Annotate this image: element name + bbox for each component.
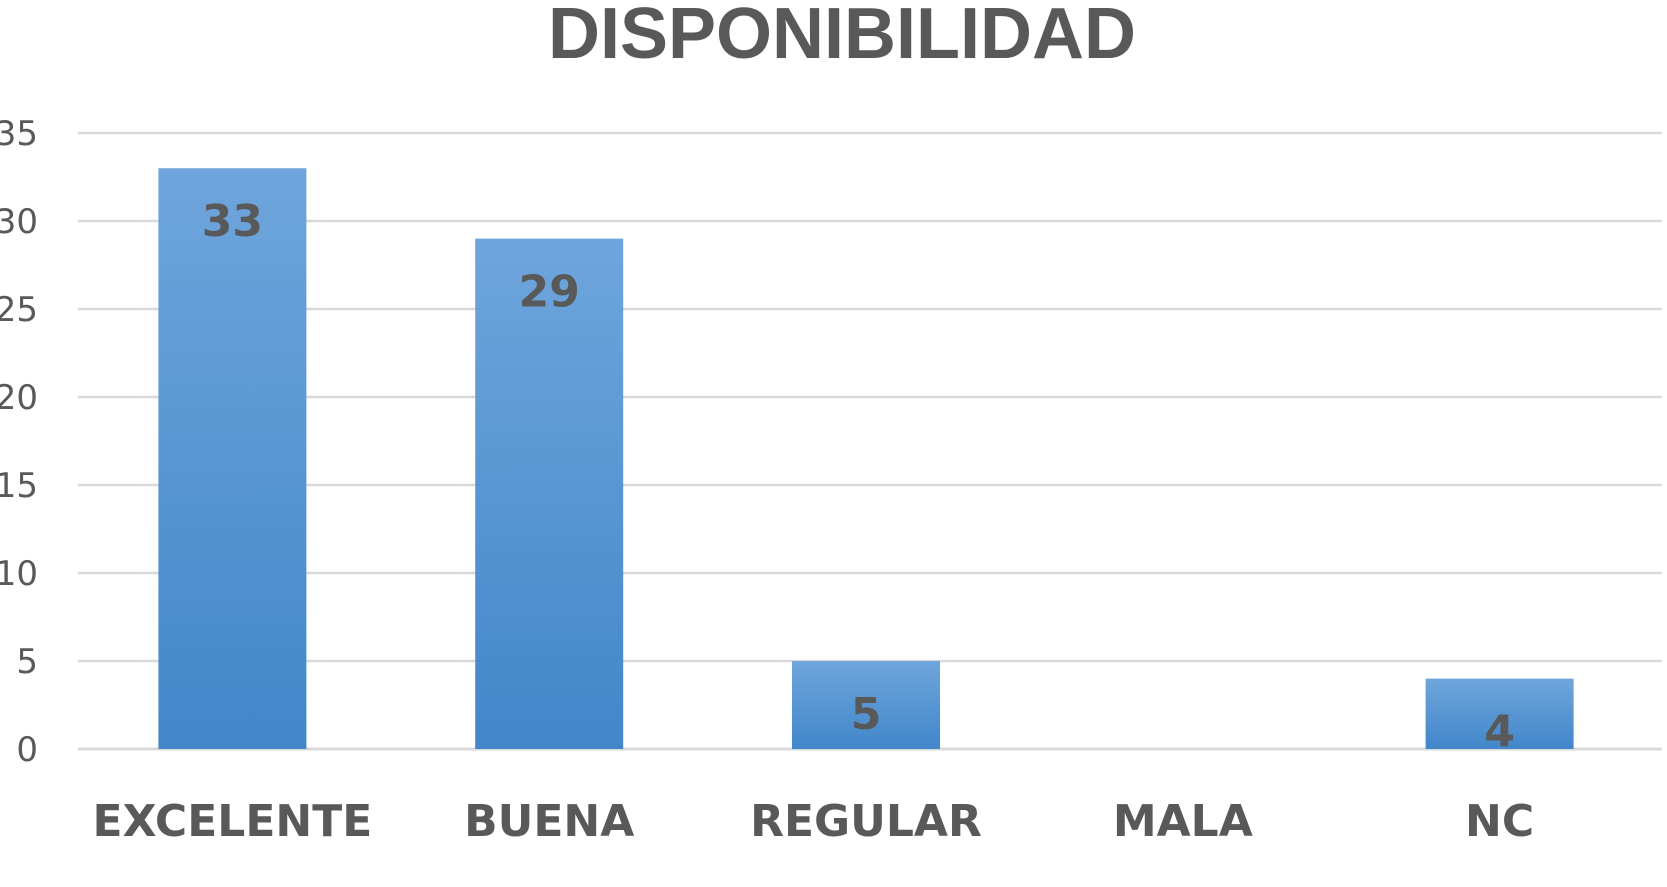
gridlines: [78, 131, 1662, 751]
y-tick-label: 0: [16, 730, 38, 770]
y-tick-label: 25: [0, 290, 38, 330]
y-tick-label: 10: [0, 554, 38, 594]
bar-buena: [475, 238, 624, 749]
category-label-buena: BUENA: [464, 796, 634, 847]
y-tick-label: 5: [16, 642, 38, 682]
category-label-regular: REGULAR: [750, 796, 982, 847]
bars: [158, 168, 1574, 749]
data-label-excelente: 33: [202, 196, 263, 247]
bar-regular: [792, 661, 940, 749]
data-labels: 33 29 5 4: [202, 196, 1515, 757]
category-label-mala: MALA: [1113, 796, 1253, 847]
y-tick-label: 30: [0, 202, 38, 242]
y-tick-label: 35: [0, 114, 38, 154]
y-axis-tick-labels: 0 5 10 15 20 25 30 35: [0, 114, 38, 770]
category-label-excelente: EXCELENTE: [93, 796, 373, 847]
chart-title: DISPONIBILIDAD: [548, 0, 1136, 74]
bar-excelente: [158, 168, 307, 749]
data-label-nc: 4: [1484, 707, 1515, 758]
x-axis-category-labels: EXCELENTE BUENA REGULAR MALA NC: [93, 796, 1535, 847]
data-label-regular: 5: [851, 689, 882, 740]
y-tick-label: 20: [0, 378, 38, 418]
category-label-nc: NC: [1465, 796, 1534, 847]
data-label-buena: 29: [519, 267, 580, 318]
bar-nc: [1425, 678, 1574, 749]
y-tick-label: 15: [0, 466, 38, 506]
